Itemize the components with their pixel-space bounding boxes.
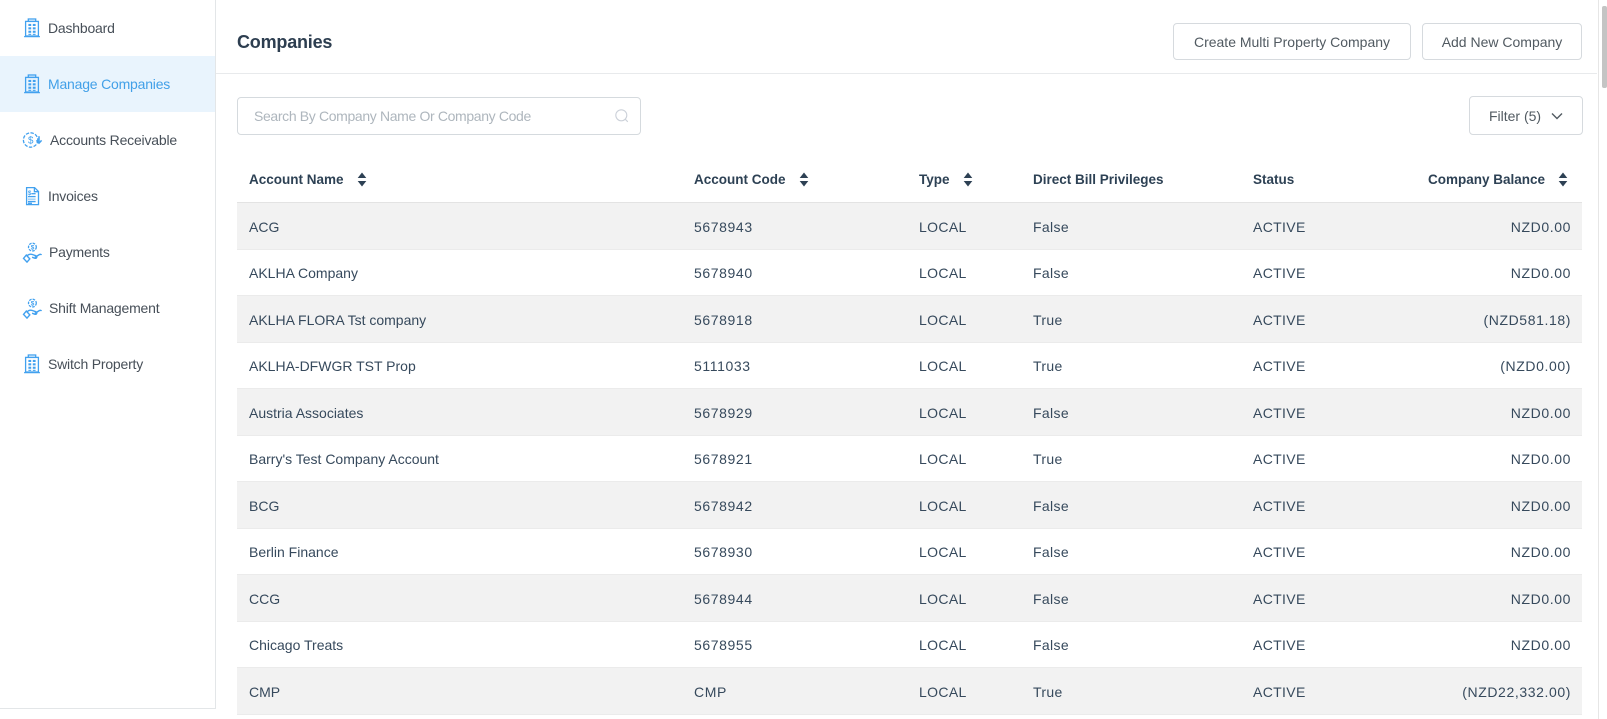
svg-text:$: $ xyxy=(31,300,35,307)
svg-text:$: $ xyxy=(28,191,32,197)
svg-text:$: $ xyxy=(28,135,34,146)
svg-text:$: $ xyxy=(31,244,35,251)
